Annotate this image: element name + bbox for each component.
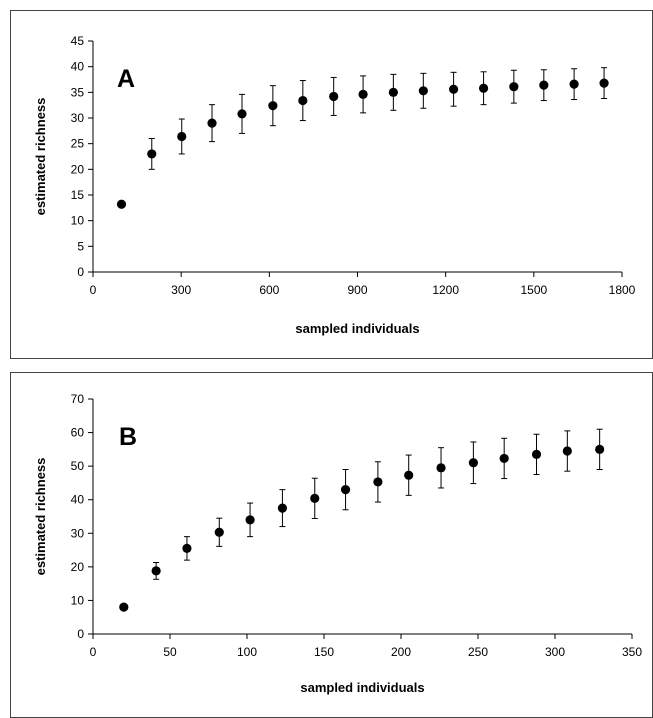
y-tick-label: 35 xyxy=(71,85,85,99)
chart-a-plot: 0 5 10 15 20 25 30 35 40 45 0 300 600 900 1200 1500 1800… xyxy=(33,34,636,336)
x-tick-label: 150 xyxy=(314,645,334,659)
data-point xyxy=(509,82,519,92)
x-axis-title: sampled individuals xyxy=(295,321,419,336)
data-point xyxy=(329,91,339,102)
x-tick-label: 1800 xyxy=(609,283,636,297)
data-point xyxy=(277,503,288,513)
x-tick-label: 300 xyxy=(545,645,565,659)
y-tick-label: 10 xyxy=(71,593,85,607)
data-point xyxy=(478,83,489,93)
data-point xyxy=(531,449,542,459)
x-tick-label: 200 xyxy=(391,645,411,659)
y-tick-label: 40 xyxy=(71,493,85,507)
data-point xyxy=(298,95,308,106)
y-tick-label: 70 xyxy=(71,392,85,406)
data-point xyxy=(449,84,459,94)
y-tick-label: 50 xyxy=(71,459,85,473)
y-tick-label: 40 xyxy=(71,60,85,74)
x-tick-label: 1500 xyxy=(520,283,547,297)
data-point xyxy=(116,199,127,209)
data-point xyxy=(358,89,368,99)
panel-label: A xyxy=(117,65,135,93)
data-point xyxy=(182,543,192,553)
x-tick-label: 300 xyxy=(171,283,191,297)
chart-panel-b: 0 10 20 30 40 50 60 70 0 50 100 150 200 250 300 350 samp… xyxy=(10,372,653,718)
y-tick-label: 15 xyxy=(71,188,85,202)
data-point xyxy=(177,131,187,142)
data-point xyxy=(340,485,351,495)
x-axis-title: sampled individuals xyxy=(300,680,424,695)
data-point xyxy=(268,101,278,111)
x-tick-label: 100 xyxy=(237,645,257,659)
y-tick-label: 30 xyxy=(71,111,85,125)
x-tick-label: 900 xyxy=(347,283,367,297)
data-point xyxy=(599,78,609,88)
y-tick-label: 10 xyxy=(71,214,85,228)
y-tick-label: 20 xyxy=(71,560,85,574)
data-point xyxy=(245,515,255,525)
panel-label: B xyxy=(119,423,137,451)
data-point xyxy=(404,470,414,480)
data-point xyxy=(207,118,217,128)
data-point xyxy=(373,477,383,487)
data-point xyxy=(237,109,247,119)
y-tick-label: 60 xyxy=(71,426,85,440)
x-tick-label: 0 xyxy=(90,283,97,297)
chart-panel-a: 0 5 10 15 20 25 30 35 40 45 0 300 600 900 1200 1500 1800… xyxy=(10,10,653,359)
data-point xyxy=(499,453,509,464)
data-point xyxy=(388,87,398,97)
y-axis-title: estimated richness xyxy=(33,98,48,216)
chart-b-plot: 0 10 20 30 40 50 60 70 0 50 100 150 200 250 300 350 samp… xyxy=(33,392,642,695)
y-tick-label: 30 xyxy=(71,526,85,540)
data-point xyxy=(151,566,161,576)
data-point xyxy=(468,458,478,468)
data-point xyxy=(418,86,428,96)
data-point xyxy=(147,149,157,159)
y-tick-label: 0 xyxy=(77,627,84,641)
x-tick-label: 350 xyxy=(622,645,642,659)
x-tick-label: 0 xyxy=(90,645,97,659)
data-point xyxy=(214,527,224,537)
data-point xyxy=(436,463,446,473)
data-point xyxy=(595,444,605,454)
x-tick-label: 50 xyxy=(163,645,177,659)
x-tick-label: 1200 xyxy=(432,283,459,297)
y-tick-label: 20 xyxy=(71,162,85,176)
data-point xyxy=(119,602,129,612)
y-axis-title: estimated richness xyxy=(33,458,48,576)
y-tick-label: 45 xyxy=(71,34,85,48)
data-point xyxy=(310,493,320,503)
y-tick-label: 25 xyxy=(71,137,85,151)
x-tick-label: 250 xyxy=(468,645,488,659)
y-tick-label: 5 xyxy=(77,239,84,253)
x-tick-label: 600 xyxy=(259,283,279,297)
y-tick-label: 0 xyxy=(77,265,84,279)
data-point xyxy=(539,80,549,90)
data-point xyxy=(562,446,572,456)
data-point xyxy=(569,79,579,89)
